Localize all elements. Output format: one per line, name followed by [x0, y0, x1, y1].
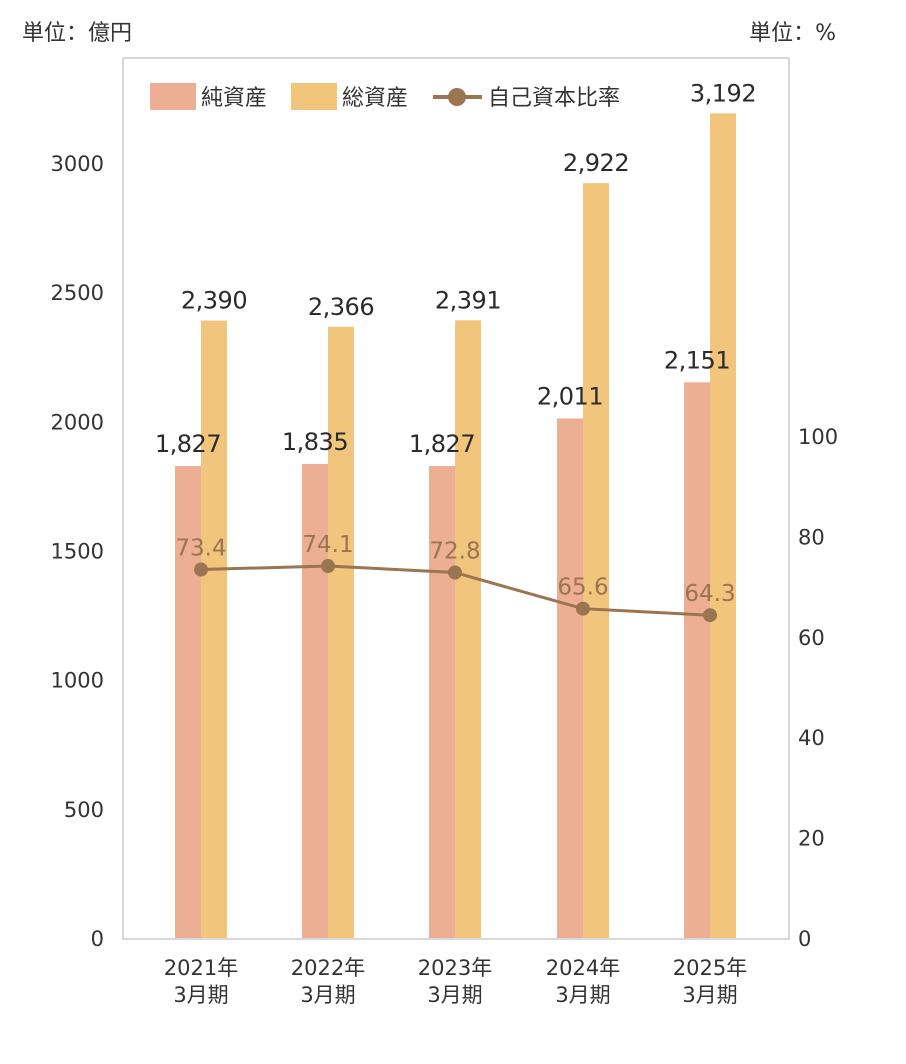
bar-total-assets [328, 326, 354, 938]
x-tick-label: 2024年 [546, 956, 620, 980]
right-tick-label: 40 [798, 726, 825, 750]
bar-labels: 1,827 2,390 1,835 2,366 1,827 2,391 2,011 2,922… [155, 79, 757, 458]
left-tick-label: 3000 [51, 152, 104, 176]
left-tick-label: 2000 [51, 410, 104, 434]
equity-ratio-point [194, 562, 208, 577]
data-label-net-assets: 2,011 [537, 382, 603, 410]
data-label-total-assets: 2,366 [308, 293, 374, 321]
plot-frame [122, 57, 790, 940]
data-label-net-assets: 1,835 [282, 428, 348, 456]
legend-marker-equity-ratio [448, 88, 466, 106]
right-tick-label: 100 [798, 425, 838, 449]
data-label-total-assets: 3,192 [690, 79, 756, 107]
right-tick-label: 60 [798, 626, 825, 650]
data-label-equity-ratio: 74.1 [302, 532, 353, 558]
legend-swatch-total-assets [291, 83, 337, 110]
bar-total-assets [583, 183, 609, 938]
right-unit-label: 単位：% [749, 21, 836, 46]
legend: 純資産 総資産 自己資本比率 [150, 83, 620, 111]
bar-total-assets [455, 320, 481, 938]
data-label-equity-ratio: 72.8 [429, 539, 480, 565]
bar-total-assets [201, 320, 227, 938]
right-tick-label: 80 [798, 525, 825, 549]
legend-label-net-assets: 純資産 [201, 86, 267, 111]
data-label-equity-ratio: 73.4 [175, 536, 226, 562]
equity-ratio-point [448, 565, 462, 580]
right-axis: 0 20 40 60 80 100 [798, 425, 838, 951]
x-tick-label: 3月期 [682, 983, 737, 1007]
bar-net-assets [429, 466, 455, 938]
x-axis: 2021年 3月期 2022年 3月期 2023年 3月期 2024年 3月期 2025年 3月期 [164, 956, 747, 1007]
left-axis: 0 500 1000 1500 2000 2500 3000 [51, 152, 104, 951]
data-label-total-assets: 2,922 [563, 149, 629, 177]
legend-swatch-net-assets [150, 83, 196, 110]
left-unit-label: 単位：億円 [22, 21, 132, 46]
bar-net-assets [557, 418, 583, 938]
bar-total-assets [710, 113, 736, 938]
equity-ratio-point [703, 608, 717, 623]
x-tick-label: 3月期 [555, 983, 610, 1007]
left-tick-label: 0 [91, 927, 104, 951]
data-label-equity-ratio: 65.6 [557, 575, 608, 601]
right-tick-label: 20 [798, 827, 825, 851]
x-tick-label: 3月期 [427, 983, 482, 1007]
equity-ratio-point [576, 601, 590, 616]
data-label-net-assets: 2,151 [664, 346, 730, 374]
equity-ratio-point [321, 559, 335, 574]
data-label-total-assets: 2,391 [435, 286, 501, 314]
right-tick-label: 0 [798, 927, 811, 951]
bars [175, 113, 736, 938]
left-tick-label: 1000 [51, 669, 104, 693]
x-tick-label: 2023年 [418, 956, 492, 980]
x-tick-label: 2022年 [291, 956, 365, 980]
data-label-total-assets: 2,390 [181, 287, 247, 315]
left-tick-label: 1500 [51, 540, 104, 564]
bar-net-assets [302, 463, 328, 938]
x-tick-label: 2021年 [164, 956, 238, 980]
left-tick-label: 500 [64, 798, 104, 822]
data-label-net-assets: 1,827 [409, 430, 475, 458]
data-label-equity-ratio: 64.3 [684, 581, 735, 607]
data-label-net-assets: 1,827 [155, 430, 221, 458]
bar-net-assets [175, 466, 201, 938]
x-tick-label: 3月期 [300, 983, 355, 1007]
legend-label-equity-ratio: 自己資本比率 [488, 86, 620, 111]
x-tick-label: 3月期 [173, 983, 228, 1007]
left-tick-label: 2500 [51, 281, 104, 305]
x-tick-label: 2025年 [673, 956, 747, 980]
bar-net-assets [684, 382, 710, 938]
legend-label-total-assets: 総資産 [342, 86, 408, 111]
equity-ratio-series: 73.4 74.1 72.8 65.6 64.3 [175, 532, 736, 623]
